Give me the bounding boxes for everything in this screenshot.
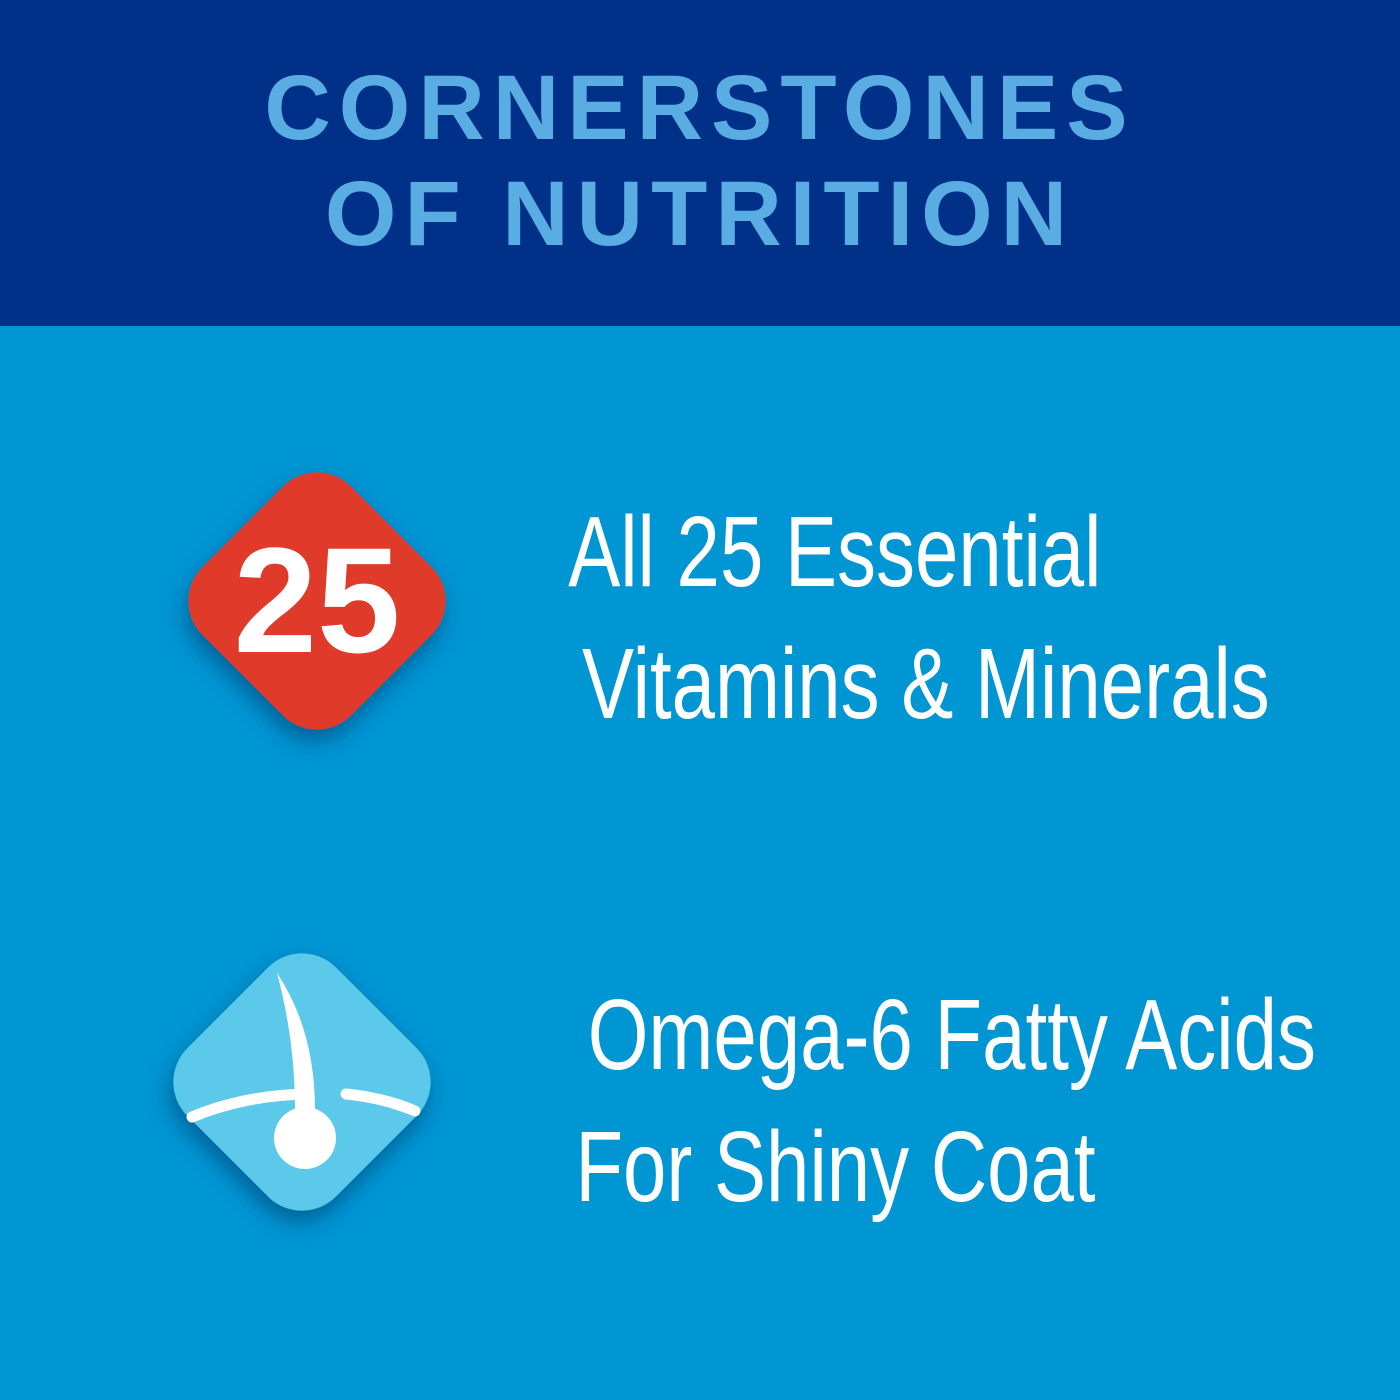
hair-follicle-icon xyxy=(173,953,431,1211)
title-line-1: CORNERSTONES xyxy=(264,57,1136,159)
feature-1-line-1: All 25 Essential xyxy=(568,496,1102,608)
feature-2-line-1: Omega-6 Fatty Acids xyxy=(587,979,1316,1091)
badge-number: 25 xyxy=(234,516,401,684)
feature-1-line-2: Vitamins & Minerals xyxy=(581,628,1270,740)
number-25-badge: 25 xyxy=(188,472,446,730)
title-line-2: OF NUTRITION xyxy=(324,163,1076,265)
feature-2-line-2: For Shiny Coat xyxy=(574,1111,1096,1223)
header-banner: CORNERSTONES OF NUTRITION xyxy=(0,0,1400,326)
